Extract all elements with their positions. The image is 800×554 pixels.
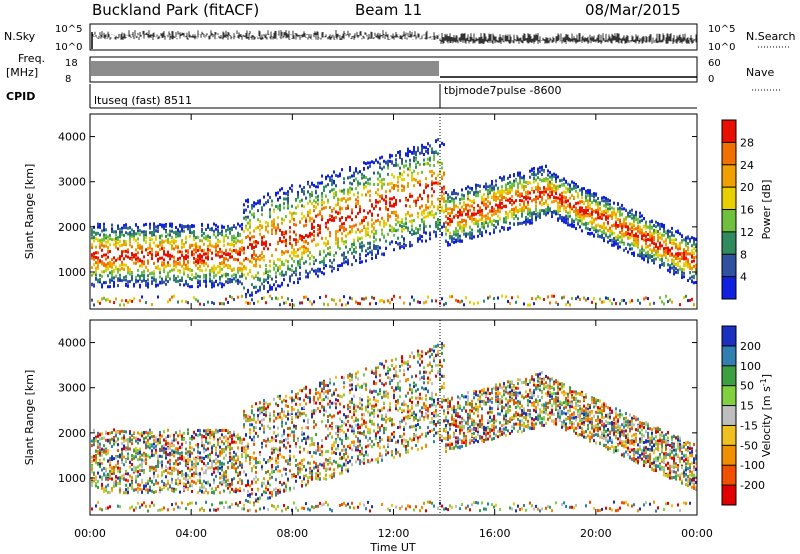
colorbar-swatch	[722, 365, 736, 387]
colorbar-swatch	[722, 142, 736, 166]
x-tick-label: 20:00	[580, 527, 612, 540]
y-axis-label: Slant Range [km]	[23, 370, 36, 466]
freq-tick-top: 18	[65, 58, 78, 69]
colorbar-tick-label: 50	[740, 380, 754, 393]
colorbar-tick-label: -200	[740, 479, 765, 492]
nsearch-label: N.Search	[746, 30, 796, 43]
colorbar-swatch	[722, 254, 736, 278]
colorbar-tick-label: -100	[740, 459, 765, 472]
colorbar-tick-label: 20	[740, 181, 754, 194]
noise-tick-right-bottom: 10^0	[708, 42, 735, 53]
nsky-label: N.Sky	[4, 30, 36, 43]
freq-unit-label: [MHz]	[6, 66, 38, 79]
x-tick-label: 00:00	[74, 527, 106, 540]
colorbar-swatch	[722, 425, 736, 446]
colorbar-swatch	[722, 385, 736, 407]
site-title: Buckland Park (fitACF)	[92, 1, 259, 19]
noise-trace	[91, 30, 697, 49]
colorbar-swatch	[722, 445, 736, 466]
y-tick-label: 3000	[58, 382, 86, 395]
panel-velocity: 1000 2000 3000 4000 Slant Range [km] 00:00 04:…	[23, 319, 773, 540]
colorbar-tick-label: -15	[740, 419, 758, 432]
colorbar-tick-label: 28	[740, 136, 754, 149]
nave-label: Nave	[746, 66, 774, 79]
colorbar-tick-label: -50	[740, 439, 758, 452]
y-tick-label: 1000	[58, 266, 86, 279]
cpid-mode-1: ltuseq (fast) 8511	[94, 94, 192, 107]
colorbar-tick-label: 8	[740, 248, 747, 261]
rti-panels: 1000 2000 3000 4000 Slant Range [km] 4 8 12 16 20…	[23, 113, 773, 540]
colorbar-label-exponent: -1	[759, 378, 768, 386]
noise-sky-trace	[91, 30, 697, 44]
cpid-panel: CPID ltuseq (fast) 8511 tbjmode7pulse -8…	[6, 84, 697, 109]
colorbar-label: Power [dB]	[760, 180, 773, 240]
colorbar-swatch	[722, 485, 736, 506]
panel-power-data-texture	[91, 138, 697, 307]
colorbar-tick-label: 4	[740, 271, 747, 284]
noise-tick-left-bottom: 10^0	[55, 42, 82, 53]
y-tick-label: 4000	[58, 131, 86, 144]
colorbar-swatch	[722, 276, 736, 300]
noise-tick-left-top: 10^5	[55, 24, 82, 35]
colorbar-label-end: ]	[760, 374, 773, 378]
x-tick-label: 08:00	[276, 527, 308, 540]
colorbar-swatch	[722, 120, 736, 143]
frequency-sweep-lines	[91, 61, 439, 76]
colorbar-tick-label: 100	[740, 360, 761, 373]
beam-label: Beam 11	[355, 1, 422, 19]
frequency-trace	[91, 61, 697, 78]
y-tick-label: 2000	[58, 427, 86, 440]
x-tick-label: 16:00	[479, 527, 511, 540]
colorbar-swatch	[722, 164, 736, 188]
y-tick-label: 3000	[58, 176, 86, 189]
nave-tick-bottom: 0	[708, 74, 714, 85]
x-tick-label: 04:00	[175, 527, 207, 540]
colorbar-tick-label: 16	[740, 204, 754, 217]
x-tick-label: 12:00	[378, 527, 410, 540]
colorbar-swatch	[722, 231, 736, 255]
colorbar-swatch	[722, 209, 736, 233]
colorbar-swatch	[722, 405, 736, 426]
nave-tick-top: 60	[708, 58, 721, 69]
cpid-label: CPID	[6, 90, 35, 103]
freq-label: Freq.	[18, 52, 45, 65]
y-tick-label: 2000	[58, 221, 86, 234]
date-label: 08/Mar/2015	[585, 1, 681, 19]
colorbar-label: Velocity [m s-1]	[759, 374, 773, 457]
colorbar-swatch	[722, 465, 736, 486]
colorbar-tick-label: 200	[740, 340, 761, 353]
panel-velocity-data-texture	[91, 342, 697, 513]
x-axis-label: Time UT	[369, 541, 415, 554]
y-tick-label: 1000	[58, 472, 86, 485]
frequency-panel: Freq. [MHz] 18 8 60 0 Nave	[6, 52, 782, 91]
cpid-mode-2: tbjmode7pulse -8600	[444, 84, 562, 97]
noise-tick-right-top: 10^5	[708, 24, 735, 35]
colorbar-swatch	[722, 326, 736, 347]
colorbar-tick-label: 24	[740, 159, 754, 172]
y-tick-label: 4000	[58, 337, 86, 350]
noise-panel: N.Sky 10^5 10^0 10^5 10^0 N.Search	[4, 23, 796, 53]
colorbar-tick-label: 15	[740, 400, 754, 413]
colorbar-swatch	[722, 187, 736, 210]
colorbar-tick-label: 12	[740, 226, 754, 239]
y-axis-label: Slant Range [km]	[23, 164, 36, 260]
x-tick-label: 00:00	[681, 527, 713, 540]
colorbar-swatch	[722, 345, 736, 367]
colorbar-frame	[721, 325, 737, 506]
panel-power: 1000 2000 3000 4000 Slant Range [km] 4 8 12 16 20…	[23, 113, 773, 310]
freq-tick-bottom: 8	[65, 74, 71, 85]
